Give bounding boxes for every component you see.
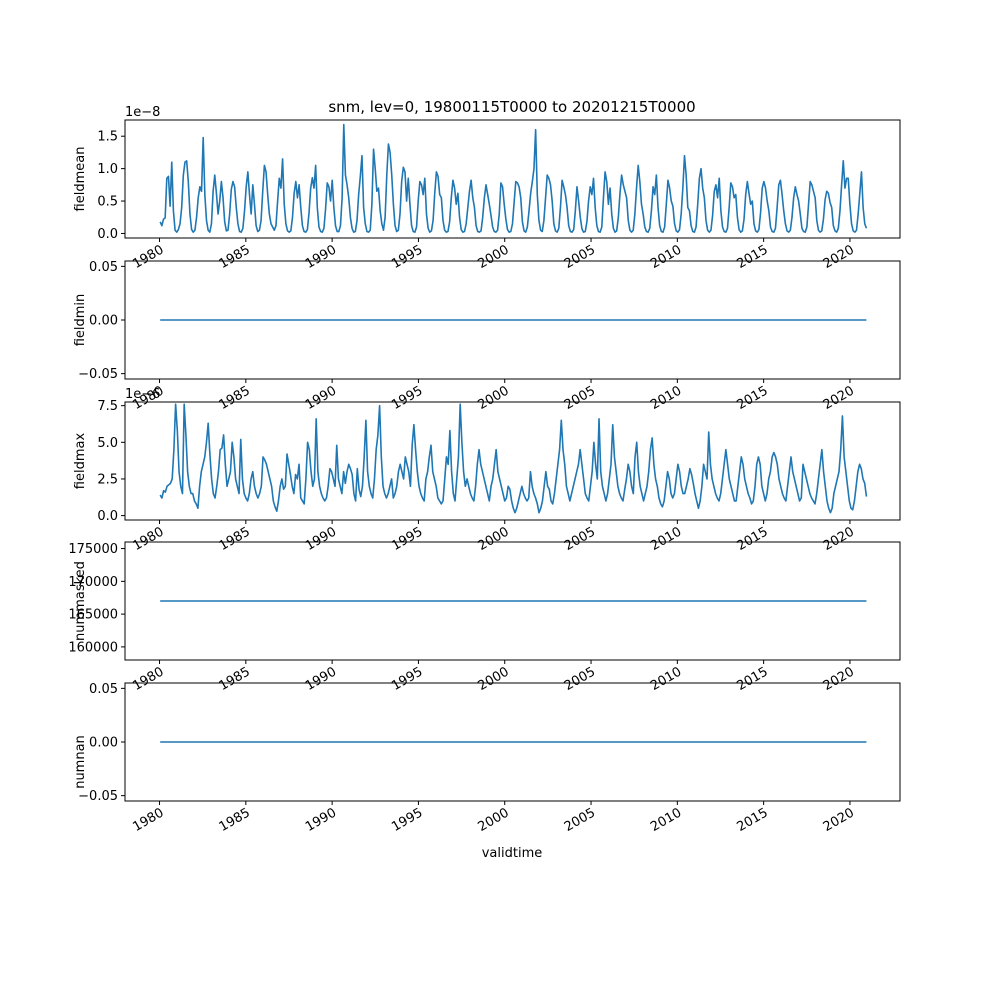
- chart-title: snm, lev=0, 19800115T0000 to 20201215T00…: [328, 98, 695, 116]
- axes-frame-fieldmean: [124, 119, 901, 239]
- y-tick-label: 0.05: [89, 682, 118, 697]
- y-tick-label: 5.0: [97, 436, 118, 451]
- y-offset-label: 1e−8: [125, 105, 160, 120]
- y-tick-label: 0.05: [89, 260, 118, 275]
- y-tick-label: 0.0: [97, 509, 118, 524]
- y-tick-label: 1.0: [97, 162, 118, 177]
- y-tick-label: 7.5: [97, 399, 118, 414]
- y-axis-label: fieldmean: [73, 147, 88, 212]
- y-tick-label: 160000: [68, 640, 118, 655]
- y-axis-label: fieldmax: [73, 433, 88, 490]
- y-tick-label: −0.05: [78, 789, 118, 804]
- y-axis-label: numnan: [73, 735, 88, 789]
- series-line-fieldmax: [159, 403, 868, 514]
- y-tick-label: 165000: [68, 608, 118, 623]
- y-tick-label: 175000: [68, 542, 118, 557]
- y-tick-label: 0.00: [89, 736, 118, 751]
- y-tick-label: 170000: [68, 575, 118, 590]
- axes-frame-nummasked: [124, 541, 901, 661]
- series-line-fieldmean: [159, 123, 868, 233]
- axes-frame-fieldmax: [124, 401, 901, 521]
- y-tick-label: 0.0: [97, 227, 118, 242]
- y-axis-label: nummasked: [73, 561, 88, 641]
- y-tick-label: 0.5: [97, 195, 118, 210]
- y-tick-label: 1.5: [97, 130, 118, 145]
- y-offset-label: 1e−6: [125, 387, 160, 402]
- y-tick-label: −0.05: [78, 367, 118, 382]
- y-tick-label: 2.5: [97, 472, 118, 487]
- y-tick-label: 0.00: [89, 314, 118, 329]
- x-axis-label: validtime: [482, 846, 543, 861]
- y-axis-label: fieldmin: [73, 294, 88, 347]
